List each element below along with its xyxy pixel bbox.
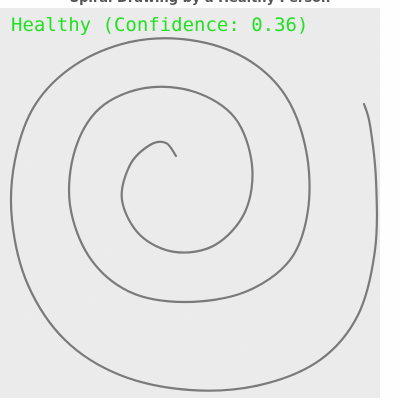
title: Spiral Drawing by a Healthy Person [70, 0, 331, 6]
prediction-label: Healthy (Confidence: 0.36) [11, 14, 308, 36]
spiral-drawing [9, 37, 379, 392]
paper [0, 8, 380, 398]
